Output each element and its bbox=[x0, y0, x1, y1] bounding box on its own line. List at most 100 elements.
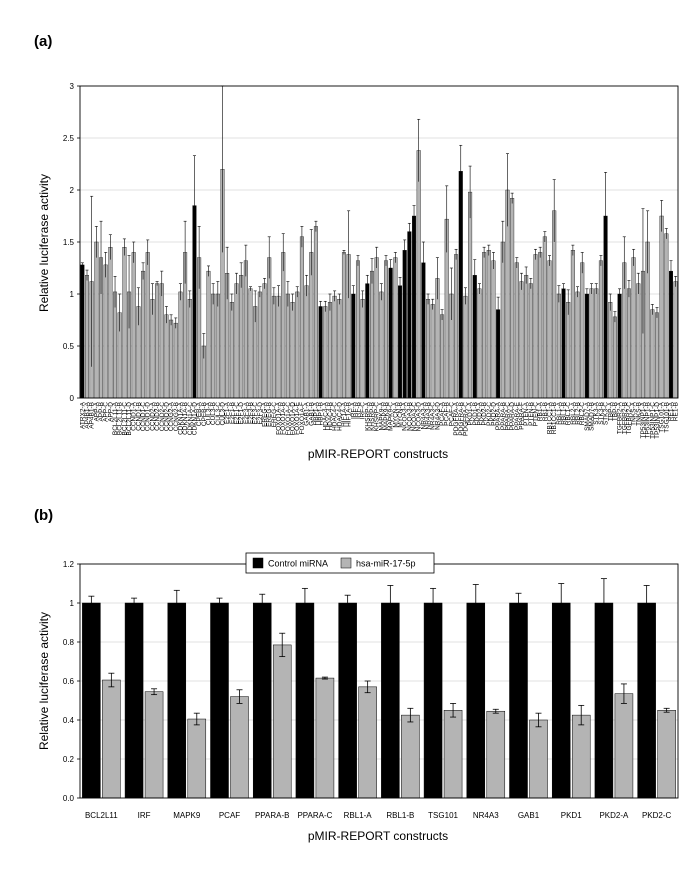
bar bbox=[239, 275, 244, 399]
x-tick-label: PDGFRA-C bbox=[462, 402, 469, 436]
x-tick-label: PTEN-A bbox=[523, 401, 530, 426]
x-tick-label: CCND2-D bbox=[163, 402, 170, 432]
bar bbox=[327, 302, 332, 399]
x-tick-label: TSG101 bbox=[428, 811, 458, 820]
x-tick-label: AP4B1-A bbox=[84, 401, 91, 428]
x-tick-label: IRF-C bbox=[360, 402, 367, 420]
bar-control bbox=[551, 602, 571, 799]
bar bbox=[267, 257, 272, 399]
bar bbox=[482, 252, 487, 399]
x-tick-label: EREG-C bbox=[271, 402, 278, 428]
x-tick-label: E2F3-C bbox=[252, 402, 259, 425]
bar-control bbox=[423, 602, 443, 799]
x-tick-label: BCL2L11-B bbox=[117, 402, 124, 435]
x-tick-label: KHSRP-B bbox=[369, 402, 376, 431]
x-tick-label: GAB1-A bbox=[304, 401, 311, 426]
x-tick-label: SMAD7-A bbox=[584, 401, 591, 431]
x-tick-label: E2F3-D bbox=[257, 402, 264, 425]
x-tick-label: CCND2-A bbox=[149, 401, 156, 431]
x-tick-label: PKD2-D bbox=[490, 402, 497, 426]
bar-treated bbox=[144, 691, 164, 799]
bar-control bbox=[167, 602, 187, 799]
bar bbox=[215, 293, 220, 399]
x-tick-label: MAPK9 bbox=[173, 811, 201, 820]
bar bbox=[295, 291, 300, 399]
bar bbox=[654, 312, 659, 399]
x-tick-label: RBL1-A bbox=[556, 401, 563, 424]
panel-b-label: (b) bbox=[34, 507, 53, 524]
legend-swatch-control bbox=[252, 557, 264, 569]
bar bbox=[318, 306, 323, 399]
bar bbox=[304, 285, 309, 399]
bar bbox=[524, 275, 529, 399]
bar-treated bbox=[315, 677, 335, 799]
bar-treated bbox=[529, 719, 548, 799]
x-tick-label: CCNG2-B bbox=[173, 402, 180, 431]
bar bbox=[365, 283, 370, 399]
x-tick-label: IRF-A bbox=[350, 401, 357, 419]
chart-a-ylabel: Relative luciferase activity bbox=[37, 174, 51, 312]
x-tick-label: PKD2-B bbox=[481, 402, 488, 425]
bar-treated bbox=[230, 696, 249, 799]
x-tick-label: PCAF bbox=[219, 811, 240, 820]
bar bbox=[374, 257, 379, 399]
bar-treated bbox=[272, 644, 292, 799]
x-tick-label: NCOA3-A bbox=[402, 401, 409, 431]
x-tick-label: NR4A3-A bbox=[420, 401, 427, 429]
x-tick-label: PKD2-C bbox=[642, 811, 672, 820]
bar bbox=[589, 288, 594, 399]
bar bbox=[486, 250, 491, 399]
bar bbox=[173, 322, 178, 399]
bar bbox=[472, 275, 477, 399]
x-tick-label: PDGFRA-B bbox=[458, 402, 465, 436]
x-tick-label: EREG-B bbox=[266, 402, 273, 427]
y-tick-label: 0.5 bbox=[63, 342, 75, 351]
x-tick-label: RBL1-B bbox=[561, 402, 568, 425]
bar bbox=[547, 260, 552, 399]
x-tick-label: PTEN-C bbox=[533, 402, 540, 427]
bar bbox=[519, 281, 524, 399]
bar bbox=[248, 288, 253, 399]
x-tick-label: E2F1-D bbox=[238, 402, 245, 425]
x-tick-label: RB1CC1-B bbox=[551, 402, 558, 434]
x-tick-label: IRF-B bbox=[355, 402, 362, 419]
x-tick-label: PPARA-E bbox=[514, 401, 521, 430]
x-tick-label: KHSRP-A bbox=[364, 401, 371, 431]
x-tick-label: HBP1-A bbox=[313, 401, 320, 425]
bar bbox=[384, 260, 389, 399]
x-tick-label: PKD1-B bbox=[472, 402, 479, 425]
x-tick-label: CPEB-B bbox=[201, 402, 208, 426]
x-tick-label: E2F3-B bbox=[248, 402, 255, 424]
x-tick-label: PKD1-A bbox=[467, 401, 474, 425]
bar bbox=[257, 291, 262, 399]
x-tick-label: CCND2-B bbox=[154, 402, 161, 431]
x-tick-label: IRF bbox=[138, 811, 151, 820]
x-tick-label: RB1-A bbox=[537, 401, 544, 421]
x-tick-label: PKD2-C bbox=[486, 402, 493, 426]
x-tick-label: APP-A bbox=[93, 401, 100, 421]
x-tick-label: CPEB-A bbox=[196, 401, 203, 426]
x-tick-label: TNKS-A bbox=[631, 401, 638, 426]
panel-a-label: (a) bbox=[34, 33, 52, 50]
bar bbox=[369, 270, 374, 399]
bar bbox=[612, 316, 617, 399]
bar bbox=[94, 241, 99, 399]
bar bbox=[561, 288, 566, 399]
bar bbox=[85, 275, 90, 399]
bar bbox=[281, 252, 286, 399]
bar-control bbox=[295, 602, 315, 799]
bar-treated bbox=[358, 686, 377, 799]
x-tick-label: HBP1-B bbox=[318, 402, 325, 425]
x-tick-label: GAB1 bbox=[518, 811, 540, 820]
y-tick-label: 1 bbox=[70, 599, 75, 608]
bar-control bbox=[594, 602, 614, 799]
bar-treated bbox=[187, 718, 207, 799]
bar-control bbox=[637, 602, 656, 799]
x-tick-label: RE1-A bbox=[668, 401, 675, 421]
bar bbox=[285, 293, 290, 399]
bar bbox=[360, 299, 365, 399]
x-tick-label: APP-D bbox=[107, 402, 114, 422]
bar bbox=[458, 171, 463, 399]
bar-control bbox=[124, 602, 144, 799]
x-tick-label: PCAF-A bbox=[439, 401, 446, 426]
